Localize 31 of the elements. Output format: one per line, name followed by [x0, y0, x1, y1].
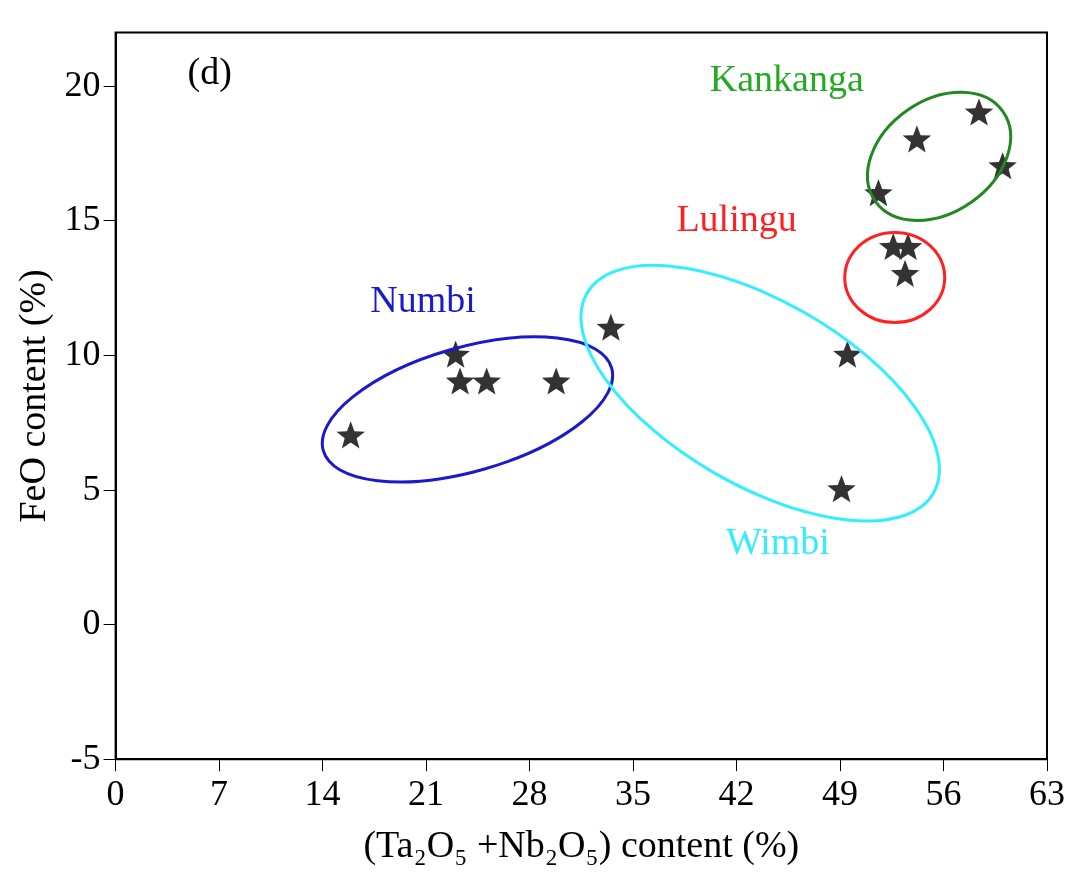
annotation: Wimbi [725, 519, 830, 562]
x-tick-label: 42 [718, 773, 755, 814]
x-tick-label: 28 [511, 773, 548, 814]
point [472, 367, 501, 395]
y-tick-label: 0 [82, 602, 101, 643]
point [827, 475, 856, 503]
y-tick-label: -5 [70, 736, 101, 777]
point [902, 125, 932, 153]
x-axis-title: (Ta₂O₅ +Nb₂O₅) content (%) [363, 823, 800, 867]
y-tick-label: 15 [64, 198, 101, 239]
point [336, 421, 365, 449]
point [964, 98, 994, 126]
annotation: Lulingu [676, 196, 797, 239]
point [596, 313, 626, 341]
x-tick-label: 63 [1029, 773, 1065, 814]
annotation: Numbi [370, 277, 476, 320]
point [541, 367, 571, 395]
annotation: Kankanga [709, 57, 864, 100]
x-tick-label: 35 [615, 773, 652, 814]
x-tick-label: 49 [822, 773, 859, 814]
y-axis-title: FeO content (%) [10, 269, 54, 523]
y-tick-label: 5 [82, 467, 101, 508]
point [445, 367, 475, 395]
x-tick-label: 21 [408, 773, 445, 814]
y-tick-label: 20 [64, 63, 101, 104]
annotation: (d) [187, 49, 232, 93]
y-tick-label: 10 [64, 332, 101, 373]
point [833, 340, 862, 368]
x-tick-label: 7 [210, 773, 229, 814]
x-tick-label: 56 [925, 773, 962, 814]
x-tick-label: 14 [304, 773, 341, 814]
